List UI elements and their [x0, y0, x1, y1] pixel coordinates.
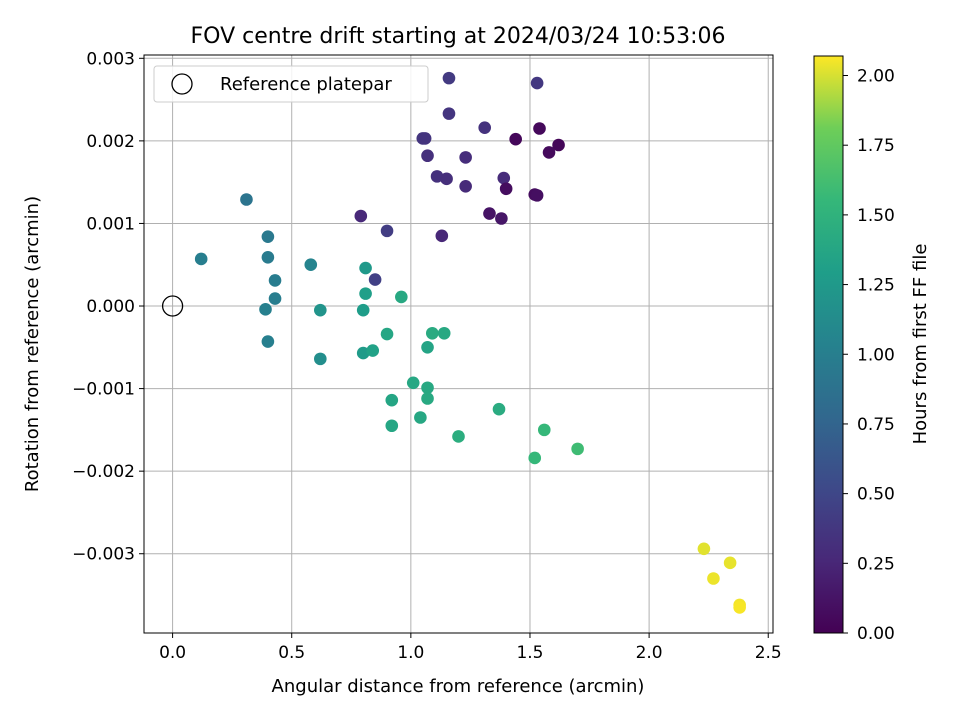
x-tick-label: 1.5 — [516, 643, 543, 663]
data-point — [261, 250, 275, 264]
colorbar-tick-label: 1.00 — [857, 345, 895, 365]
data-point — [733, 601, 746, 614]
y-tick-label: −0.002 — [72, 462, 135, 482]
data-point — [478, 121, 492, 134]
data-point — [495, 212, 508, 225]
y-axis-ticks: 0.003 0.002 0.001 0.000 −0.001 −0.002 −0.003 — [72, 49, 144, 565]
data-point — [194, 252, 208, 266]
y-tick-label: 0.001 — [86, 214, 135, 234]
data-point — [356, 303, 370, 317]
data-point — [440, 172, 453, 186]
data-point — [528, 451, 542, 465]
data-point — [356, 346, 370, 360]
data-point — [421, 341, 434, 354]
data-point — [542, 146, 556, 159]
data-point — [421, 149, 434, 163]
colorbar-label: Hours from first FF file — [910, 244, 931, 445]
x-tick-label: 0.0 — [159, 643, 186, 663]
data-point — [530, 189, 544, 202]
data-point — [499, 182, 513, 196]
data-point — [425, 326, 439, 340]
colorbar-tick-label: 2.00 — [857, 67, 895, 87]
colorbar-tick-label: 1.25 — [857, 276, 895, 296]
data-point — [697, 542, 711, 556]
colorbar-tick-label: 1.75 — [857, 136, 895, 156]
data-point — [421, 392, 434, 405]
legend: Reference platepar — [153, 65, 429, 103]
y-tick-label: 0.003 — [86, 49, 135, 69]
legend-marker — [171, 73, 193, 95]
data-point — [354, 209, 368, 223]
x-axis-label: Angular distance from reference (arcmin) — [272, 676, 645, 697]
data-point — [406, 376, 420, 390]
data-point — [314, 303, 327, 317]
x-tick-label: 0.5 — [278, 643, 305, 663]
data-point — [268, 274, 282, 287]
data-point — [395, 290, 408, 304]
y-tick-label: −0.003 — [72, 545, 135, 565]
data-point — [259, 303, 272, 316]
y-tick-label: −0.001 — [72, 380, 135, 400]
data-point — [380, 224, 394, 238]
plot-frame — [143, 54, 774, 634]
data-point — [418, 132, 432, 145]
x-tick-label: 2.0 — [636, 643, 663, 663]
data-point — [240, 193, 253, 206]
data-point — [435, 229, 449, 243]
x-tick-label: 2.5 — [755, 643, 782, 663]
data-point — [442, 71, 456, 85]
data-point — [537, 423, 551, 437]
y-tick-label: 0.002 — [86, 132, 135, 152]
colorbar-tick-label: 1.50 — [857, 206, 895, 226]
y-axis-label: Rotation from reference (arcmin) — [22, 196, 43, 492]
data-point — [492, 402, 506, 416]
data-point — [421, 381, 434, 395]
data-point — [359, 287, 372, 300]
data-point — [497, 171, 511, 185]
data-point — [268, 292, 282, 305]
data-point — [452, 430, 465, 443]
reference-layer — [161, 295, 184, 317]
colorbar-tick-label: 0.75 — [857, 415, 895, 435]
data-point — [459, 151, 472, 164]
x-tick-label: 1.0 — [397, 643, 424, 663]
y-tick-label: 0.000 — [86, 297, 135, 317]
data-point — [414, 411, 427, 424]
data-point — [366, 344, 380, 357]
data-point — [359, 261, 372, 275]
data-point — [483, 207, 496, 220]
data-point — [437, 326, 451, 340]
colorbar-tick-label: 0.00 — [857, 624, 895, 644]
data-point — [261, 230, 275, 243]
data-point — [261, 335, 275, 348]
reference-point — [161, 295, 184, 317]
data-point — [530, 76, 544, 90]
data-point — [533, 122, 546, 135]
data-point — [509, 132, 522, 146]
data-point — [723, 556, 737, 570]
data-point — [552, 138, 565, 152]
data-point — [430, 170, 444, 183]
legend-label: Reference platepar — [220, 74, 392, 95]
data-point — [385, 393, 399, 407]
x-axis-ticks: 0.0 0.5 1.0 1.5 2.0 2.5 — [159, 633, 782, 663]
colorbar-tick-label: 0.25 — [857, 554, 895, 574]
data-point — [380, 327, 394, 341]
data-point — [571, 442, 584, 456]
colorbar — [813, 55, 844, 634]
legend-box — [153, 65, 429, 103]
chart-title: FOV centre drift starting at 2024/03/24 … — [191, 24, 726, 49]
data-point — [314, 352, 327, 366]
data-point — [368, 273, 382, 286]
data-point — [707, 572, 720, 585]
data-point — [442, 107, 456, 120]
data-point — [459, 179, 472, 193]
data-point — [304, 258, 318, 272]
colorbar-tick-label: 0.50 — [857, 485, 895, 505]
data-point — [385, 419, 399, 433]
data-points — [194, 71, 746, 614]
colorbar-ticks: 0.00 0.25 0.50 0.75 1.00 1.25 1.50 1.75 2.00 — [843, 67, 895, 644]
gridlines — [144, 55, 773, 633]
